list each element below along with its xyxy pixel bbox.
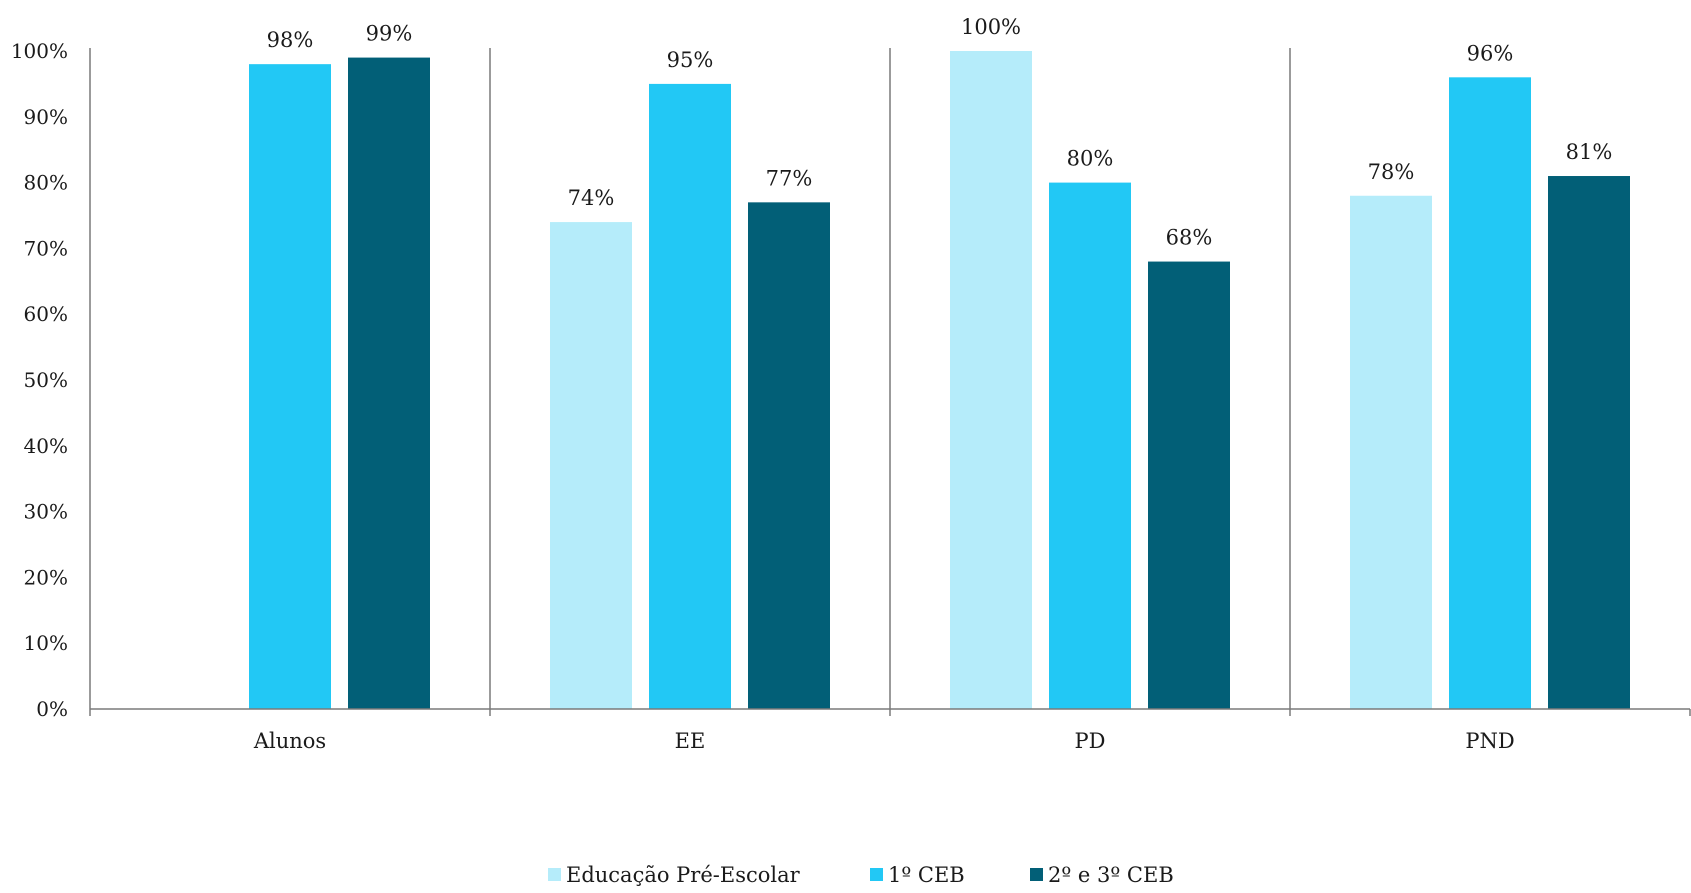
data-label: 81% bbox=[1566, 140, 1613, 164]
data-label: 68% bbox=[1166, 226, 1213, 250]
y-tick-label: 60% bbox=[24, 302, 68, 326]
data-label: 98% bbox=[267, 28, 314, 52]
data-label: 95% bbox=[667, 48, 714, 72]
data-label: 99% bbox=[366, 22, 413, 46]
bar bbox=[1049, 182, 1131, 710]
y-tick-label: 90% bbox=[24, 105, 68, 129]
y-tick-label: 100% bbox=[11, 39, 68, 63]
y-tick-label: 50% bbox=[24, 368, 68, 392]
y-axis-ticks: 0% 10% 20% 30% 40% 50% 60% 70% 80% 90% 100% bbox=[11, 39, 68, 721]
y-tick-label: 0% bbox=[36, 697, 68, 721]
y-tick-label: 10% bbox=[24, 631, 68, 655]
data-label: 78% bbox=[1368, 160, 1415, 184]
axes bbox=[89, 48, 1691, 716]
y-tick-label: 40% bbox=[24, 434, 68, 458]
bar bbox=[1350, 195, 1432, 709]
bar bbox=[1449, 77, 1531, 709]
bar bbox=[249, 64, 331, 709]
legend-swatch bbox=[1030, 868, 1043, 881]
category-label: Alunos bbox=[253, 729, 326, 753]
bar bbox=[950, 51, 1032, 709]
legend-swatch bbox=[870, 868, 883, 881]
legend-swatch bbox=[548, 868, 561, 881]
legend-label: 2º e 3º CEB bbox=[1048, 863, 1174, 887]
category-labels: Alunos EE PD PND bbox=[253, 729, 1515, 753]
bar bbox=[1548, 176, 1630, 709]
bar bbox=[550, 222, 632, 709]
category-label: PD bbox=[1075, 729, 1106, 753]
data-label: 100% bbox=[961, 15, 1021, 39]
data-label: 77% bbox=[766, 166, 813, 190]
y-tick-label: 70% bbox=[24, 236, 68, 260]
data-label: 74% bbox=[568, 186, 615, 210]
y-tick-label: 20% bbox=[24, 565, 68, 589]
data-label: 96% bbox=[1467, 41, 1514, 65]
legend: Educação Pré-Escolar 1º CEB 2º e 3º CEB bbox=[548, 863, 1174, 887]
category-label: EE bbox=[675, 729, 706, 753]
category-label: PND bbox=[1465, 729, 1514, 753]
y-tick-label: 30% bbox=[24, 500, 68, 524]
legend-label: Educação Pré-Escolar bbox=[566, 863, 801, 887]
bar bbox=[1148, 261, 1230, 709]
bars bbox=[249, 51, 1630, 710]
bar bbox=[748, 202, 830, 709]
bar bbox=[348, 57, 430, 709]
data-label: 80% bbox=[1067, 147, 1114, 171]
y-tick-label: 80% bbox=[24, 171, 68, 195]
legend-label: 1º CEB bbox=[888, 863, 965, 887]
bar bbox=[649, 83, 731, 709]
data-labels: 98% 99% 74% 95% 77% 100% 80% 68% 78% 96% 81% bbox=[267, 15, 1613, 250]
